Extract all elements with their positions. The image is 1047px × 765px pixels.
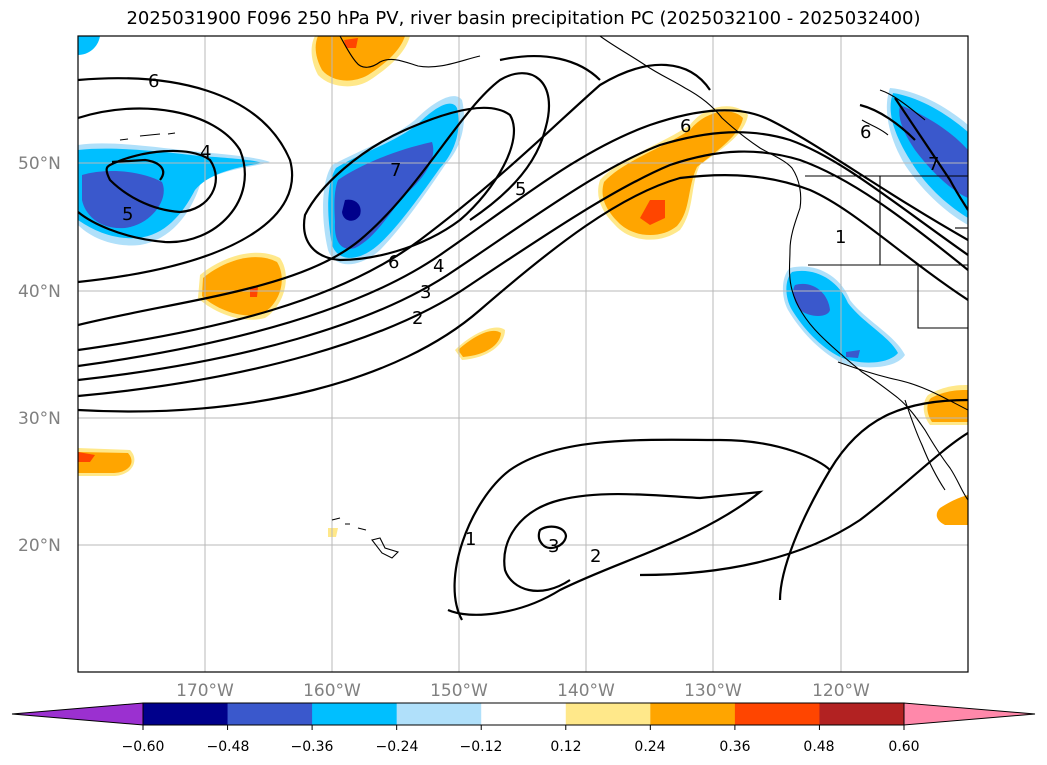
- colorbar-segment: [143, 703, 229, 725]
- contour-label: 3: [420, 282, 431, 303]
- contour-labels: 6 4 5 7 6 5 6 4 3 2 1 6 7 1 2 3: [122, 71, 939, 567]
- contour-label: 5: [515, 179, 526, 200]
- lat-label: 40°N: [18, 282, 61, 302]
- contour-label: 1: [465, 529, 476, 550]
- colorbar-extend-min: [11, 702, 144, 726]
- colorbar-extend-max: [903, 702, 1036, 726]
- negative-shading: [78, 36, 968, 368]
- colorbar-tick-label: 0.12: [550, 739, 581, 755]
- graticule: [78, 36, 968, 672]
- coastlines: [119, 36, 968, 559]
- contour-label: 3: [548, 536, 559, 557]
- colorbar: −0.60 −0.48 −0.36 −0.24 −0.12 0.12 0.24 …: [11, 702, 1036, 755]
- colorbar-tick-label: −0.12: [460, 739, 503, 755]
- lon-label: 160°W: [303, 681, 361, 701]
- colorbar-tick-label: −0.24: [376, 739, 419, 755]
- pv-contours: [78, 54, 968, 621]
- contour-label: 6: [148, 71, 159, 92]
- map-frame: [77, 35, 969, 673]
- contour-label: 2: [412, 308, 423, 329]
- contour-label: 6: [388, 252, 399, 273]
- lat-label: 20°N: [18, 536, 61, 556]
- colorbar-outline: [142, 702, 905, 726]
- colorbar-segment: [734, 703, 820, 725]
- lon-label: 150°W: [430, 681, 488, 701]
- colorbar-tick-label: 0.60: [888, 739, 919, 755]
- colorbar-tick-label: 0.24: [634, 739, 665, 755]
- colorbar-tick-label: 0.48: [803, 739, 834, 755]
- contour-label: 2: [590, 546, 601, 567]
- contour-label: 4: [200, 142, 211, 163]
- colorbar-segment: [481, 703, 567, 725]
- lon-label: 170°W: [176, 681, 234, 701]
- latitude-labels: 50°N 40°N 30°N 20°N: [18, 154, 61, 556]
- colorbar-tick-label: −0.48: [207, 739, 250, 755]
- colorbar-segment: [819, 703, 905, 725]
- longitude-labels: 170°W 160°W 150°W 140°W 130°W 120°W: [176, 681, 870, 701]
- contour-label: 5: [122, 204, 133, 225]
- lat-label: 50°N: [18, 154, 61, 174]
- colorbar-segment: [227, 703, 313, 725]
- contour-label: 6: [860, 122, 871, 143]
- colorbar-tick-label: −0.36: [291, 739, 334, 755]
- colorbar-segment: [312, 703, 398, 725]
- lon-label: 140°W: [557, 681, 615, 701]
- colorbar-tick-label: −0.60: [122, 739, 165, 755]
- contour-label: 4: [433, 256, 444, 277]
- positive-shading: [78, 36, 968, 537]
- contour-label: 7: [390, 160, 401, 181]
- lon-label: 120°W: [812, 681, 870, 701]
- colorbar-segment: [565, 703, 651, 725]
- map-panel: 6 4 5 7 6 5 6 4 3 2 1 6 7 1 2 3: [78, 36, 968, 672]
- colorbar-segment: [396, 703, 482, 725]
- lon-label: 130°W: [684, 681, 742, 701]
- contour-label: 1: [835, 227, 846, 248]
- lat-label: 30°N: [18, 409, 61, 429]
- map-title: 2025031900 F096 250 hPa PV, river basin …: [126, 8, 921, 29]
- colorbar-tick-labels: −0.60 −0.48 −0.36 −0.24 −0.12 0.12 0.24 …: [122, 739, 920, 755]
- contour-label: 6: [680, 116, 691, 137]
- contour-label: 7: [928, 154, 939, 175]
- colorbar-segment: [650, 703, 736, 725]
- colorbar-tick-label: 0.36: [719, 739, 750, 755]
